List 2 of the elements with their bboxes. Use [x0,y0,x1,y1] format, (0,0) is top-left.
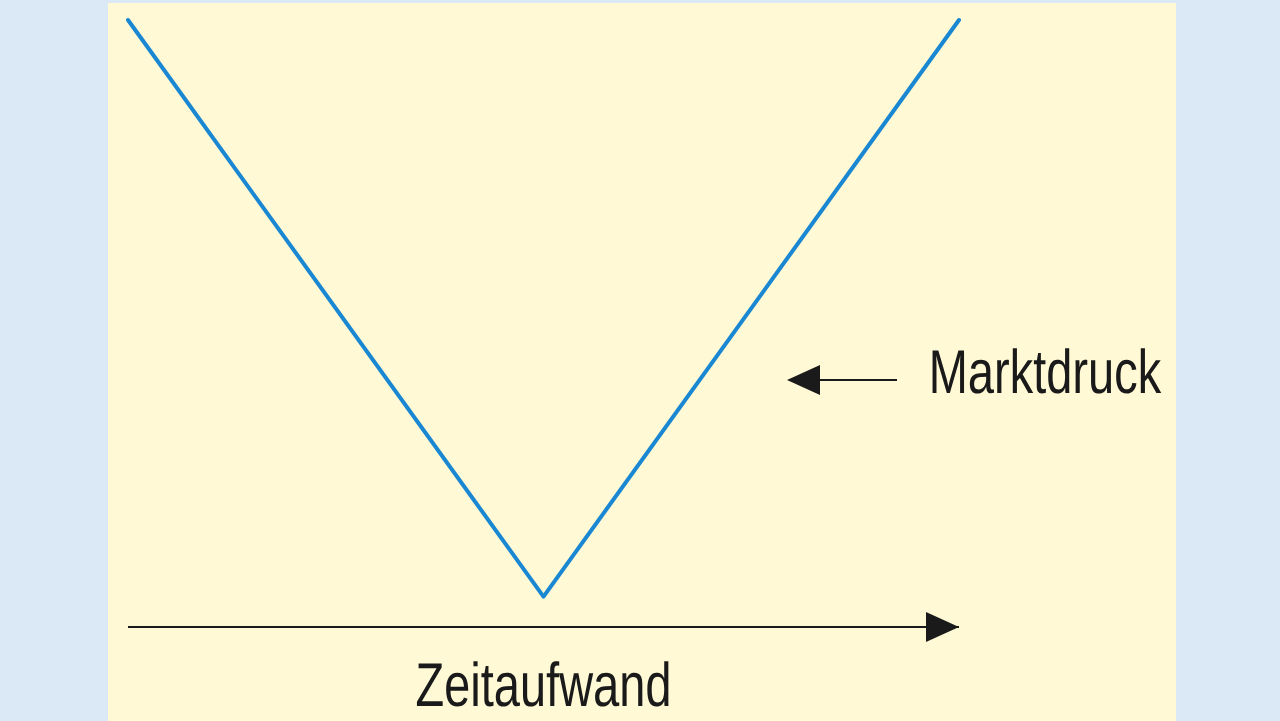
annotation: Marktdruck [932,348,1162,394]
x-axis-title: Zeitaufwand [416,661,669,707]
